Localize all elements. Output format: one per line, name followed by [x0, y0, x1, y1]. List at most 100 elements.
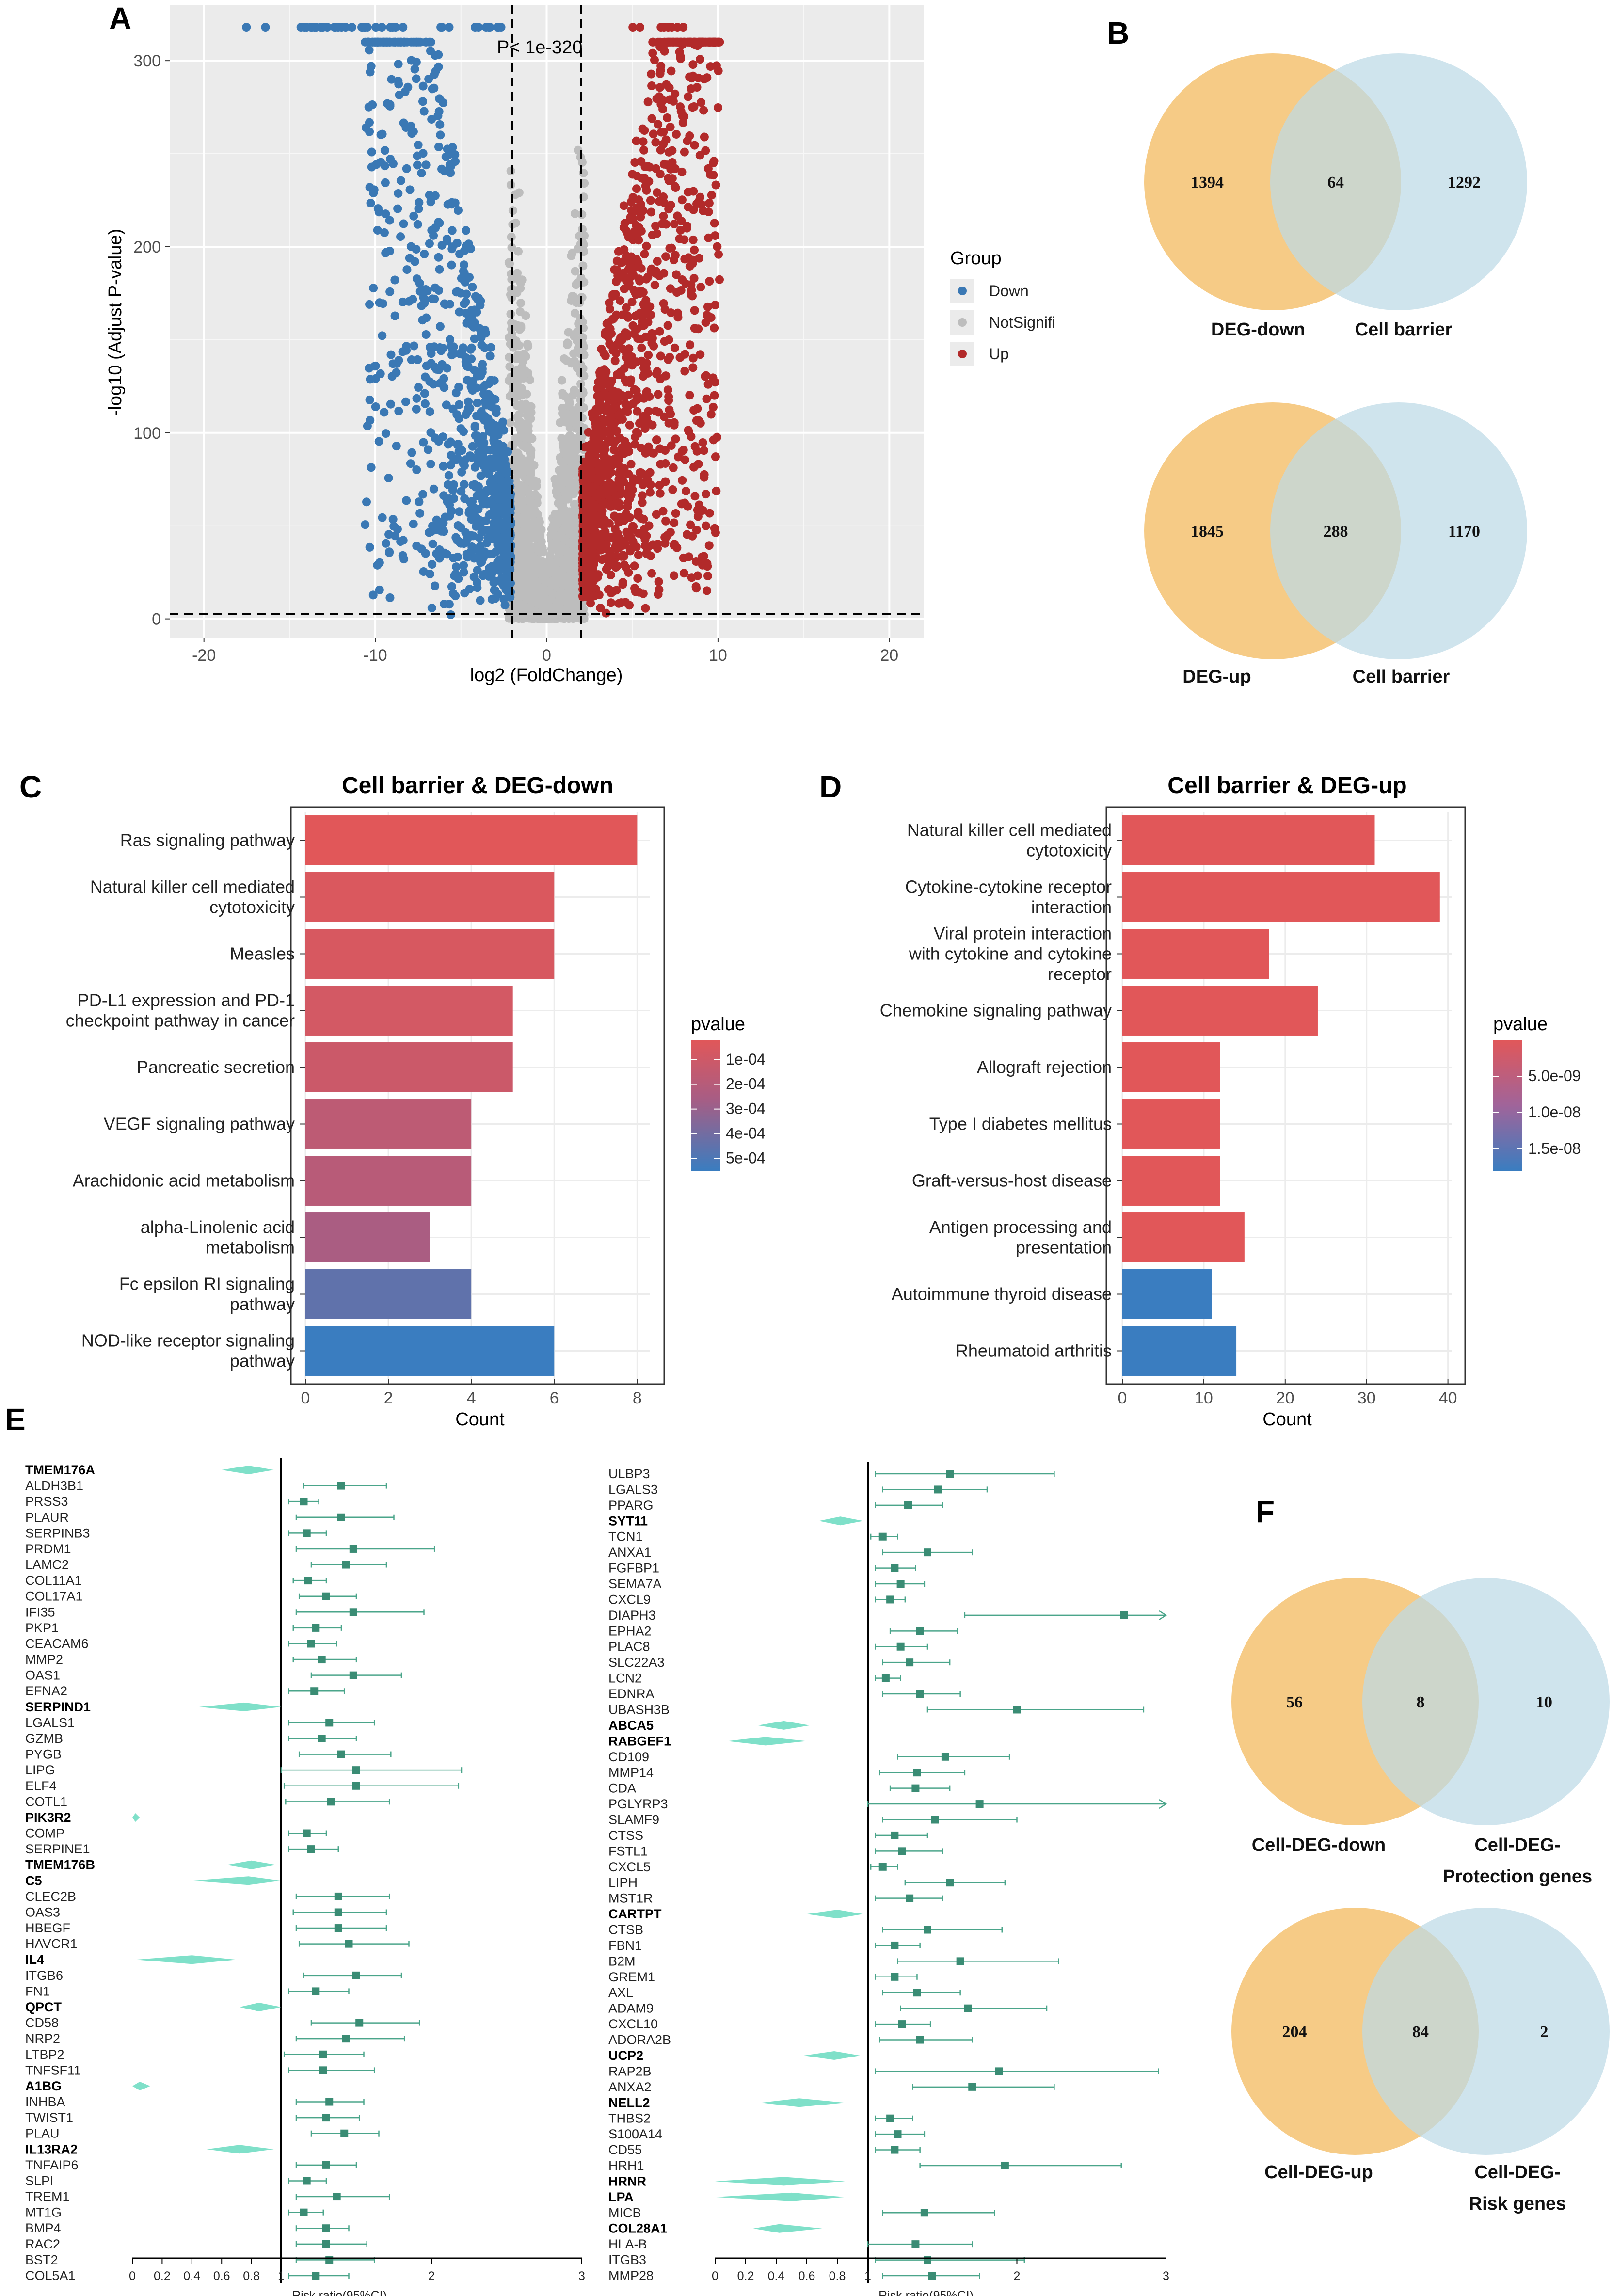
forest-x-tick-label: 3	[578, 2269, 585, 2283]
volcano-point	[367, 162, 376, 172]
colorbar-label: 1.5e-08	[1528, 1140, 1581, 1157]
forest-point	[303, 1529, 311, 1537]
volcano-point	[401, 397, 411, 406]
volcano-point	[689, 462, 699, 472]
volcano-point	[386, 399, 395, 409]
volcano-point	[675, 234, 684, 243]
volcano-point	[710, 323, 719, 333]
volcano-point	[375, 585, 384, 594]
bar-chart-d-x-axis-title: Count	[1262, 1409, 1312, 1430]
volcano-point	[534, 600, 543, 609]
venn-b1-right-label: Cell barrier	[1355, 319, 1453, 340]
volcano-point	[714, 103, 723, 112]
volcano-point	[425, 407, 434, 416]
forest-gene-label: MST1R	[608, 1891, 653, 1906]
volcano-point	[684, 426, 693, 435]
volcano-point	[506, 166, 515, 175]
forest-x-tick-label: 2	[428, 2269, 435, 2283]
bar-x-tick-label: 0	[1118, 1389, 1127, 1407]
volcano-point	[380, 228, 389, 237]
legend-key-up	[958, 350, 967, 358]
volcano-point	[601, 328, 610, 337]
forest-gene-label: GZMB	[25, 1731, 63, 1746]
colorbar-label: 4e-04	[726, 1125, 766, 1142]
volcano-point	[375, 298, 384, 307]
volcano-point	[557, 457, 566, 466]
volcano-point	[499, 581, 508, 590]
volcano-point	[655, 585, 664, 594]
bar-category-label: Antigen processing and presentation	[929, 1217, 1112, 1258]
volcano-point	[517, 384, 526, 393]
volcano-point	[607, 589, 616, 598]
volcano-point	[385, 287, 395, 296]
bar-category-label: Ras signaling pathway	[120, 830, 295, 850]
volcano-point	[435, 120, 445, 129]
volcano-point	[495, 463, 504, 473]
volcano-point	[703, 572, 713, 581]
forest-gene-label: ANXA1	[608, 1545, 652, 1560]
venn-b-up: 1845 288 1170 DEG-up Cell barrier	[1144, 402, 1527, 687]
volcano-point	[655, 489, 665, 498]
volcano-point	[680, 147, 689, 157]
volcano-point	[670, 518, 679, 527]
forest-gene-label: CXCL10	[608, 2017, 658, 2031]
volcano-point	[711, 528, 720, 537]
volcano-point	[514, 505, 524, 514]
volcano-point	[426, 460, 435, 469]
volcano-point	[633, 395, 642, 404]
volcano-point	[458, 347, 467, 356]
volcano-point	[381, 539, 390, 548]
panel-label-b: B	[1107, 16, 1129, 50]
forest-point	[1120, 1611, 1128, 1619]
volcano-point	[566, 479, 575, 488]
volcano-point	[508, 272, 517, 282]
volcano-point	[633, 574, 642, 583]
forest-point	[913, 1769, 921, 1777]
volcano-point	[409, 341, 418, 351]
volcano-point	[680, 255, 689, 264]
volcano-point	[478, 383, 487, 392]
volcano-point	[421, 330, 431, 339]
bar	[305, 872, 555, 922]
forest-gene-label: UCP2	[608, 2048, 643, 2063]
volcano-point	[632, 232, 641, 241]
volcano-point	[581, 548, 591, 557]
volcano-point	[399, 219, 408, 228]
forest-gene-label: PLAUR	[25, 1510, 69, 1525]
volcano-point	[485, 23, 495, 32]
forest-point	[916, 1690, 924, 1698]
forest-gene-label: BMP4	[25, 2221, 61, 2235]
bar-chart-d-title: Cell barrier & DEG-up	[1167, 773, 1406, 798]
volcano-point	[521, 311, 530, 320]
volcano-point	[451, 533, 461, 542]
bar	[1122, 1156, 1220, 1206]
volcano-point	[703, 559, 712, 568]
volcano-point	[428, 84, 437, 94]
volcano-point	[629, 286, 639, 295]
volcano-point	[617, 598, 626, 607]
volcano-point	[523, 486, 532, 495]
volcano-point	[705, 277, 714, 286]
volcano-point	[438, 432, 447, 442]
volcano-point	[419, 107, 429, 116]
volcano-point	[316, 23, 325, 32]
volcano-point	[429, 231, 438, 240]
volcano-point	[419, 438, 428, 447]
volcano-point	[424, 528, 433, 537]
colorbar-label: 5.0e-09	[1528, 1067, 1581, 1084]
volcano-point	[607, 500, 616, 509]
volcano-point	[701, 521, 710, 530]
forest-diamond	[715, 2177, 845, 2186]
volcano-point	[632, 172, 641, 181]
volcano-point	[704, 233, 713, 242]
venn-b-down: 1394 64 1292 DEG-down Cell barrier	[1144, 53, 1527, 340]
forest-point	[995, 2067, 1003, 2075]
venn-f1-overlap-value: 8	[1417, 1693, 1425, 1711]
volcano-point	[702, 371, 711, 380]
volcano-y-tick-label: 0	[152, 610, 161, 629]
volcano-point	[632, 184, 641, 193]
volcano-point	[470, 554, 479, 563]
volcano-point	[472, 307, 481, 317]
panel-label-f: F	[1256, 1494, 1275, 1529]
bar-chart-c: Cell barrier & DEG-down Ras signaling pa…	[66, 773, 766, 1430]
